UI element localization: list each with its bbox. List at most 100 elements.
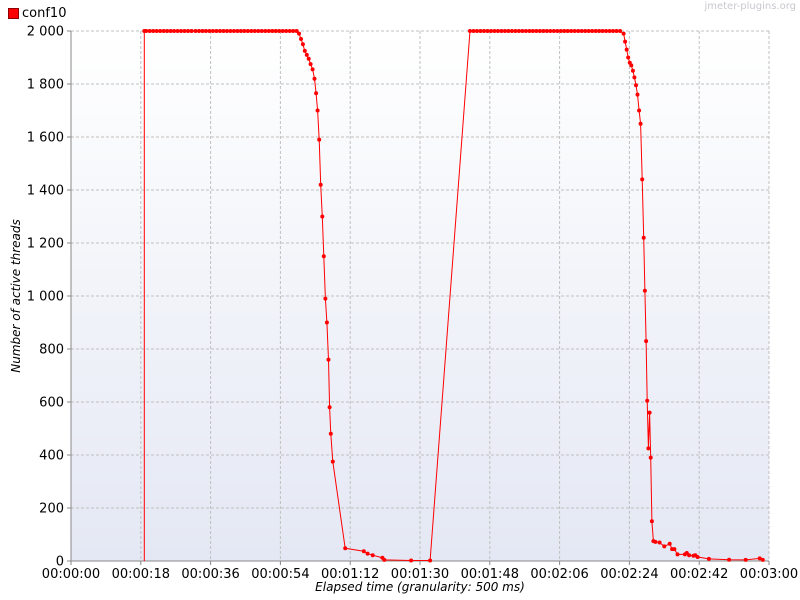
data-point	[520, 29, 525, 33]
data-point	[249, 29, 254, 33]
data-point	[168, 29, 173, 33]
data-point	[471, 29, 476, 33]
data-point	[485, 29, 490, 33]
data-point	[273, 29, 278, 33]
data-point	[210, 29, 215, 33]
data-point	[523, 29, 528, 33]
data-point	[147, 29, 152, 33]
data-point	[562, 29, 567, 33]
data-point	[478, 29, 483, 33]
data-point	[638, 121, 643, 126]
data-point	[284, 29, 289, 33]
data-point	[727, 557, 732, 562]
data-point	[657, 540, 662, 545]
data-point	[534, 29, 539, 33]
data-point	[662, 544, 667, 549]
x-tick-label: 00:00:36	[181, 567, 239, 582]
x-tick-label: 00:02:42	[670, 567, 728, 582]
data-point	[263, 29, 268, 33]
data-point	[151, 29, 156, 33]
data-point	[224, 29, 229, 33]
data-point	[649, 519, 654, 524]
data-point	[558, 29, 563, 33]
data-point	[287, 29, 292, 33]
y-axis-label: Number of active threads	[9, 219, 23, 373]
data-point	[640, 177, 645, 182]
data-point	[197, 29, 201, 33]
data-point	[161, 29, 166, 33]
data-point	[516, 29, 521, 33]
data-point	[506, 29, 511, 33]
data-point	[626, 55, 631, 60]
data-point	[179, 29, 184, 33]
x-tick-label: 00:00:54	[251, 567, 309, 582]
data-point	[642, 288, 647, 293]
data-point	[266, 29, 271, 33]
x-tick-label: 00:02:06	[530, 567, 588, 582]
data-point	[644, 339, 649, 344]
data-point	[637, 108, 642, 113]
data-point	[687, 553, 692, 558]
data-point	[252, 29, 257, 33]
data-point	[193, 29, 198, 33]
data-point	[530, 29, 535, 33]
data-point	[537, 29, 542, 33]
x-tick-label: 00:02:24	[600, 567, 658, 582]
data-point	[629, 63, 634, 68]
data-point	[492, 29, 497, 33]
data-point	[277, 29, 282, 33]
data-point	[328, 431, 333, 436]
data-point	[495, 29, 500, 33]
data-point	[590, 29, 595, 33]
data-point	[509, 29, 514, 33]
data-point	[228, 29, 233, 33]
data-point	[280, 29, 285, 33]
watermark: jmeter-plugins.org	[704, 1, 796, 12]
data-point	[565, 29, 570, 33]
data-point	[300, 42, 305, 47]
data-point	[200, 29, 205, 33]
data-point	[304, 52, 309, 57]
y-tick-label: 1 800	[27, 78, 64, 93]
data-point	[315, 108, 320, 113]
data-point	[569, 29, 574, 33]
data-point	[330, 459, 335, 464]
y-tick-label: 1 600	[27, 131, 64, 146]
legend-label: conf10	[22, 5, 67, 21]
data-point	[314, 91, 319, 96]
y-tick-label: 200	[39, 502, 64, 517]
x-tick-label: 00:00:00	[42, 567, 100, 582]
data-point	[667, 541, 672, 546]
data-point	[632, 75, 637, 80]
data-point	[548, 29, 553, 33]
data-point	[641, 235, 646, 240]
data-point	[320, 214, 325, 219]
data-point	[579, 29, 584, 33]
data-point	[604, 29, 609, 33]
data-point	[310, 67, 315, 72]
data-point	[291, 29, 296, 33]
data-point	[189, 29, 194, 33]
data-point	[647, 410, 652, 415]
data-point	[308, 62, 313, 67]
data-point	[544, 29, 549, 33]
data-point	[675, 552, 680, 557]
data-point	[600, 29, 605, 33]
data-point	[645, 398, 650, 403]
data-point	[343, 546, 348, 551]
data-point	[242, 29, 247, 33]
data-point	[428, 558, 433, 563]
data-point	[323, 296, 328, 301]
data-point	[231, 29, 236, 33]
data-point	[646, 446, 651, 451]
data-point	[207, 29, 212, 33]
data-point	[499, 29, 504, 33]
data-point	[635, 92, 640, 97]
legend-swatch	[8, 7, 19, 19]
data-point	[324, 320, 329, 325]
data-point	[321, 254, 326, 259]
data-point	[235, 29, 240, 33]
y-tick-label: 1 400	[27, 184, 64, 199]
data-point	[382, 557, 387, 562]
data-point	[593, 29, 598, 33]
